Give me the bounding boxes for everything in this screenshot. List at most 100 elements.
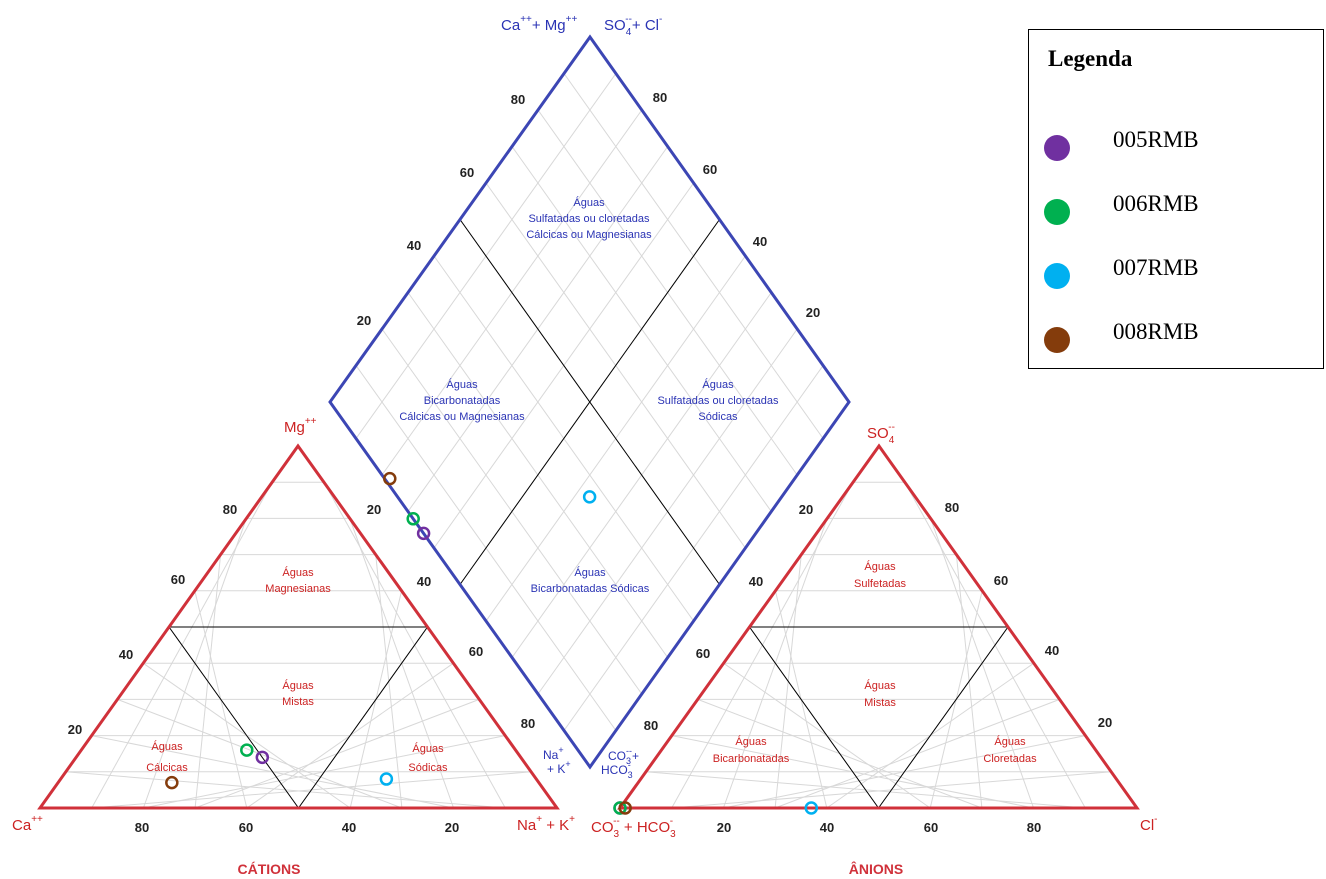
legend-label: 007RMB (1113, 255, 1199, 280)
grid-lines (65, 73, 1112, 809)
diamond-bottom-left-label-line1: Na+ (543, 745, 564, 762)
anion-left-tick: 80 (644, 718, 658, 733)
region-magnesianas-line2: Magnesianas (265, 583, 331, 595)
region-cloretadas-line2: Cloretadas (983, 753, 1037, 765)
sample-point-diamond (416, 526, 431, 541)
cation-left-tick: 40 (119, 647, 133, 662)
legend-swatch (1044, 327, 1070, 353)
diamond-left-tick: 60 (460, 165, 474, 180)
region-calcicas-line1: Águas (151, 740, 183, 753)
legend-item: 006RMB (1029, 191, 1323, 231)
legend-label: 006RMB (1113, 191, 1199, 216)
region-sodicas-line2: Sódicas (408, 762, 448, 774)
cation-left-tick: 60 (171, 572, 185, 587)
region-diamond-top-line2: Sulfatadas ou cloretadas (528, 213, 650, 225)
sample-point-cation (379, 772, 394, 786)
anion-left-tick: 60 (696, 646, 710, 661)
sample-point-cation (240, 743, 254, 757)
class-line (459, 219, 720, 585)
region-diamond-right-line3: Sódicas (698, 411, 738, 423)
diamond-left-tick: 20 (357, 313, 371, 328)
diamond-left-tick: 40 (407, 238, 421, 253)
class-line (878, 626, 1009, 809)
cation-left-tick: 20 (68, 722, 82, 737)
legend-title: Legenda (1048, 46, 1133, 71)
region-sulfetadas-line2: Sulfetadas (854, 578, 906, 590)
diamond-right-tick: 40 (753, 234, 767, 249)
legend-swatch (1044, 199, 1070, 225)
classification-lines (168, 219, 1009, 809)
anion-right-tick: 20 (1098, 715, 1112, 730)
legend-label: 008RMB (1113, 319, 1199, 344)
sample-point-cation (255, 750, 270, 765)
sample-point-diamond (582, 490, 597, 504)
region-anion-mistas-line2: Mistas (864, 697, 896, 709)
region-mistas-line2: Mistas (282, 696, 314, 708)
anion-left-tick: 20 (799, 502, 813, 517)
anion-right-tick: 60 (994, 573, 1008, 588)
region-magnesianas-line1: Águas (282, 566, 314, 579)
cation-right-tick: 60 (469, 644, 483, 659)
anion-bottom-tick: 20 (717, 820, 731, 835)
diamond-right-tick: 80 (653, 90, 667, 105)
cation-bottom-tick: 20 (445, 820, 459, 835)
sample-point-anion (618, 801, 632, 815)
diamond-left-tick: 80 (511, 92, 525, 107)
diamond-bottom-right-label-line1: CO3--+ (608, 746, 639, 766)
diamond-bottom-left-label-line2: + K+ (547, 759, 571, 776)
class-line (298, 626, 428, 809)
cation-corner-right-label: Na+ + K+ (517, 814, 575, 834)
region-diamond-right-line2: Sulfatadas ou cloretadas (657, 395, 779, 407)
diamond-top-right-label: SO4--+ Cl- (604, 14, 662, 38)
diamond-top-left-label: Ca+++ Mg++ (501, 14, 577, 34)
diamond-right-tick: 20 (806, 305, 820, 320)
diagram-outlines (37, 34, 1140, 810)
region-anion-mistas-line1: Águas (864, 679, 896, 692)
cation-left-tick: 80 (223, 502, 237, 517)
sample-point-cation (165, 775, 179, 790)
cation-triangle (37, 443, 560, 810)
anion-left-tick: 40 (749, 574, 763, 589)
region-cloretadas-line1: Águas (994, 735, 1026, 748)
cation-apex-label: Mg++ (284, 416, 317, 436)
region-diamond-left-line2: Bicarbonatadas (424, 395, 501, 407)
region-diamond-left-line1: Águas (446, 378, 478, 391)
diamond-right-tick: 60 (703, 162, 717, 177)
sample-point-diamond (383, 471, 397, 486)
region-diamond-top-line1: Águas (573, 196, 605, 209)
anion-corner-left-label: CO3-- + HCO3- (591, 816, 676, 840)
anion-bottom-tick: 60 (924, 820, 938, 835)
cation-right-tick: 80 (521, 716, 535, 731)
cation-bottom-tick: 60 (239, 820, 253, 835)
legend-swatch (1044, 135, 1070, 161)
legend-item: 007RMB (1029, 255, 1323, 295)
sample-point-anion (613, 801, 627, 815)
cations-caption: CÁTIONS (238, 861, 301, 877)
legend-item: 005RMB (1029, 127, 1323, 167)
region-bicarbonatadas-line2: Bicarbonatadas (713, 753, 790, 765)
region-diamond-bottom-line1: Águas (574, 566, 606, 579)
legend-item: 008RMB (1029, 319, 1323, 359)
cation-right-tick: 40 (417, 574, 431, 589)
legend-label: 005RMB (1113, 127, 1199, 152)
anions-caption: ÂNIONS (849, 860, 903, 877)
region-sodicas-line1: Águas (412, 742, 444, 755)
region-diamond-left-line3: Cálcicas ou Magnesianas (399, 411, 525, 423)
sample-point-diamond (406, 512, 420, 526)
sample-point-anion (804, 801, 819, 815)
region-bicarbonatadas-line1: Águas (735, 735, 767, 748)
region-sulfetadas-line1: Águas (864, 560, 896, 573)
class-line (749, 626, 879, 809)
cation-bottom-tick: 40 (342, 820, 356, 835)
region-diamond-bottom-line2: Bicarbonatadas Sódicas (531, 583, 650, 595)
region-mistas-line1: Águas (282, 679, 314, 692)
class-line (168, 626, 299, 809)
region-diamond-top-line3: Cálcicas ou Magnesianas (526, 229, 652, 241)
diamond-outline (328, 34, 851, 770)
anion-corner-right-label: Cl- (1140, 814, 1158, 834)
anion-right-tick: 80 (945, 500, 959, 515)
legend-box: Legenda 005RMB 006RMB 007RMB 008RMB (1028, 29, 1324, 369)
region-calcicas-line2: Cálcicas (146, 762, 188, 774)
anion-apex-label: SO4-- (867, 422, 895, 446)
